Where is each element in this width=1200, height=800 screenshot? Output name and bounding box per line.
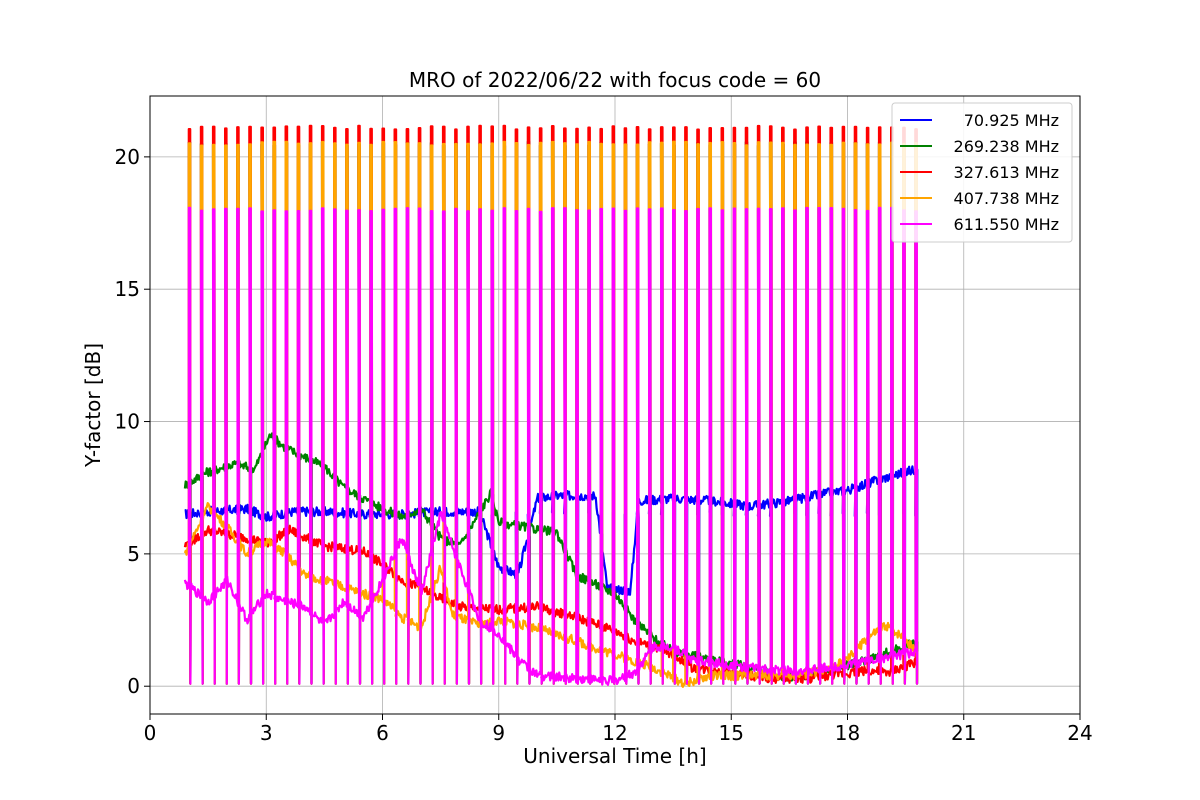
legend-label: 70.925 MHz xyxy=(964,111,1059,130)
y-axis-label: Y-factor [dB] xyxy=(81,343,105,468)
y-tick-label: 20 xyxy=(115,145,140,169)
legend: 70.925 MHz 269.238 MHz 327.613 MHz 407.738 … xyxy=(891,102,1073,243)
x-tick-label: 9 xyxy=(492,721,505,745)
legend-box xyxy=(891,102,1073,243)
legend-label: 611.550 MHz xyxy=(954,215,1059,234)
x-tick-label: 3 xyxy=(260,721,273,745)
chart-title: MRO of 2022/06/22 with focus code = 60 xyxy=(409,68,821,92)
x-tick-label: 24 xyxy=(1067,721,1092,745)
series-line-5 xyxy=(183,206,919,686)
y-tick-label: 15 xyxy=(115,277,140,301)
y-tick-label: 5 xyxy=(127,542,140,566)
y-tick-label: 0 xyxy=(127,674,140,698)
x-tick-label: 12 xyxy=(602,721,627,745)
legend-label: 407.738 MHz xyxy=(954,189,1059,208)
x-tick-label: 21 xyxy=(951,721,976,745)
legend-label: 269.238 MHz xyxy=(954,137,1059,156)
series-layer xyxy=(183,124,919,688)
y-tick-label: 10 xyxy=(115,410,140,434)
ticks-layer: 0 3 6 9 12 15 18 21 24 0 5 10 15 20 xyxy=(115,145,1093,745)
x-tick-label: 15 xyxy=(719,721,744,745)
x-tick-label: 6 xyxy=(376,721,389,745)
x-tick-label: 18 xyxy=(835,721,860,745)
x-axis-label: Universal Time [h] xyxy=(523,744,706,768)
x-tick-label: 0 xyxy=(144,721,157,745)
legend-label: 327.613 MHz xyxy=(954,163,1059,182)
